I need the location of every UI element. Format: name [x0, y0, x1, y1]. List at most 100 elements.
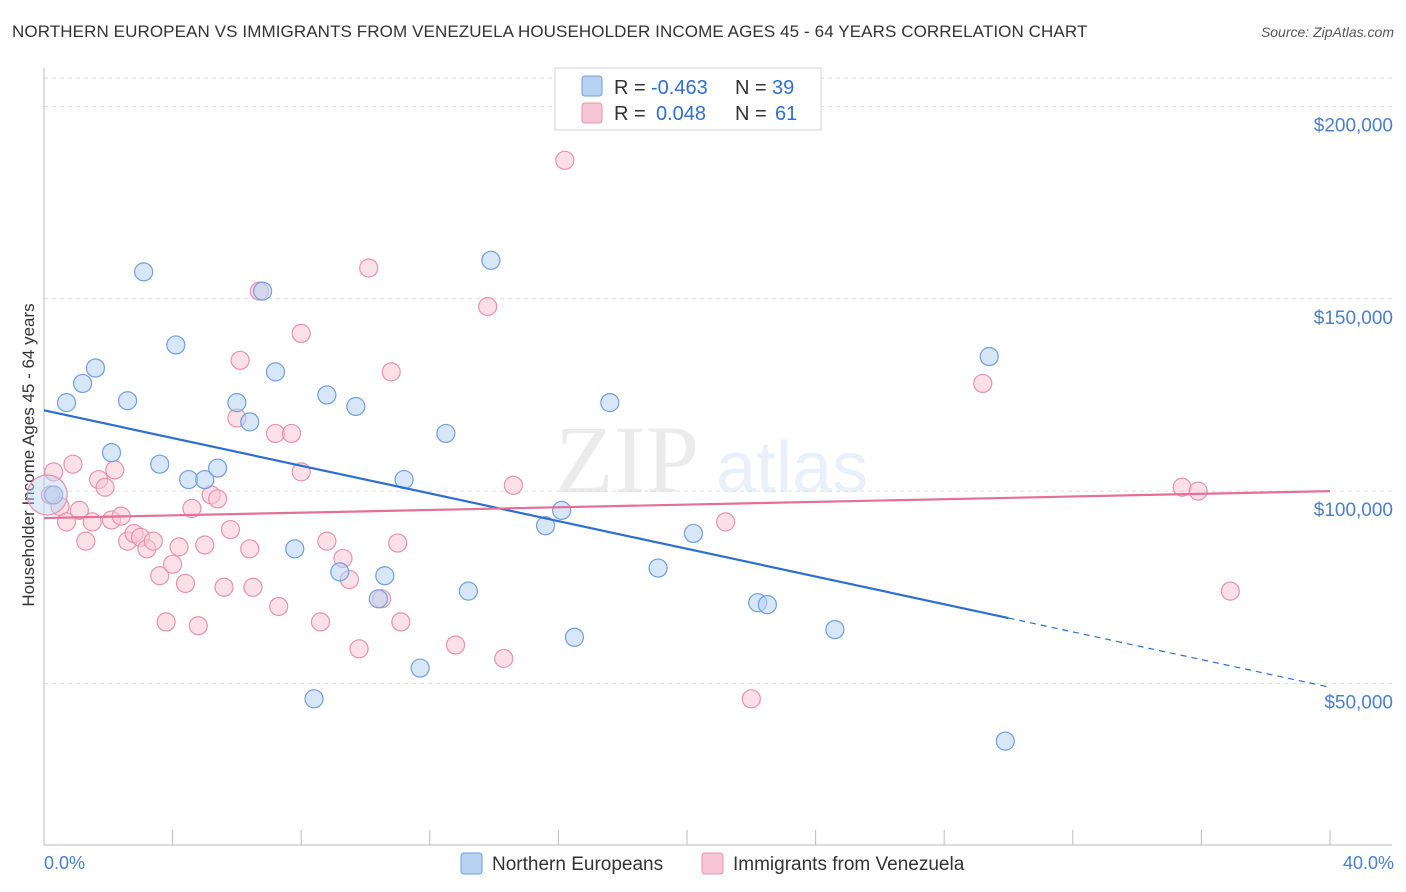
data-point	[494, 648, 514, 669]
data-point	[143, 531, 163, 551]
data-point	[240, 539, 260, 559]
data-point	[995, 731, 1015, 751]
data-point	[359, 258, 379, 278]
data-point	[169, 537, 189, 557]
trend-line-northern-europeans	[43, 409, 1009, 620]
data-point	[973, 373, 993, 394]
data-point	[478, 296, 498, 317]
data-point	[220, 519, 241, 540]
data-point	[105, 460, 125, 480]
data-point	[683, 523, 704, 544]
correlation-legend: R = -0.463 N = 39 R = 0.048 N = 61	[554, 67, 822, 131]
data-point	[150, 566, 170, 586]
watermark: ZIP atlas	[555, 406, 868, 513]
chart-title: NORTHERN EUROPEAN VS IMMIGRANTS FROM VEN…	[12, 22, 1088, 41]
data-point	[381, 362, 401, 382]
data-point	[346, 396, 366, 417]
data-point	[208, 489, 228, 509]
x-axis-ticks	[43, 830, 1331, 845]
data-point	[240, 412, 260, 432]
data-point	[69, 500, 89, 520]
data-point	[56, 393, 77, 413]
data-point	[375, 566, 395, 586]
data-point	[117, 391, 138, 411]
data-point	[175, 573, 196, 594]
series-northern-europeans	[26, 250, 1015, 751]
bottom-legend-label-pink: Immigrants from Venezuela	[733, 854, 965, 875]
data-point	[44, 462, 64, 482]
data-point	[166, 335, 186, 355]
data-point	[1220, 581, 1240, 601]
data-point	[552, 500, 572, 520]
data-point	[44, 485, 64, 505]
data-point	[214, 577, 234, 597]
y-tick-label: $150,000	[1314, 308, 1393, 329]
data-point	[310, 612, 331, 632]
data-point	[156, 612, 176, 632]
legend-swatch-pink	[581, 102, 603, 124]
data-point	[757, 594, 777, 615]
y-tick-label: $100,000	[1314, 500, 1393, 521]
data-point	[150, 454, 170, 474]
x-tick-label-max: 40.0%	[1343, 853, 1394, 873]
data-point	[163, 554, 183, 574]
data-point	[95, 477, 115, 497]
data-point	[82, 512, 102, 532]
data-point	[481, 250, 501, 270]
watermark-zip: ZIP	[555, 406, 699, 513]
legend-r-label-pink: R =	[614, 103, 646, 125]
data-point	[825, 619, 845, 640]
trend-line-immigrants-from-venezuela	[43, 490, 1331, 520]
data-point	[269, 596, 289, 617]
data-point	[285, 539, 305, 559]
bottom-legend-swatch-blue	[460, 852, 483, 875]
data-point	[179, 469, 199, 490]
data-point	[349, 639, 369, 659]
data-point	[134, 262, 154, 282]
data-point	[535, 516, 556, 536]
data-point	[503, 475, 523, 495]
y-tick-labels: $50,000 $100,000 $150,000 $200,000	[1314, 115, 1393, 713]
trend-line-northern-europeans-extension	[1008, 617, 1331, 688]
data-point	[555, 150, 575, 170]
data-point	[715, 512, 736, 532]
legend-r-value-blue: -0.463	[651, 77, 708, 99]
series-legend: Northern Europeans Immigrants from Venez…	[460, 852, 965, 875]
data-point	[330, 562, 350, 582]
data-point	[63, 454, 83, 474]
data-point	[317, 531, 337, 551]
data-point	[648, 558, 668, 578]
watermark-atlas: atlas	[716, 428, 868, 508]
data-point	[388, 533, 408, 553]
data-point	[1188, 481, 1208, 501]
x-tick-label-min: 0.0%	[44, 853, 85, 873]
y-tick-label: $200,000	[1314, 115, 1393, 136]
data-point	[265, 423, 286, 444]
data-point	[253, 281, 273, 301]
source-label: Source: ZipAtlas.com	[1260, 24, 1394, 40]
data-point	[101, 443, 122, 463]
data-point-cluster	[26, 474, 68, 516]
data-point	[281, 423, 302, 444]
data-point	[85, 358, 106, 378]
data-point	[458, 581, 478, 601]
data-point	[230, 350, 250, 370]
data-point	[436, 423, 456, 444]
data-point	[741, 689, 761, 709]
data-point	[979, 346, 999, 367]
data-point	[445, 635, 466, 655]
legend-r-value-pink: 0.048	[656, 103, 706, 125]
y-tick-label: $50,000	[1324, 692, 1393, 713]
data-point	[391, 612, 411, 632]
data-point	[76, 531, 96, 551]
legend-n-value-blue: 39	[772, 77, 794, 99]
data-point	[265, 362, 286, 382]
data-point	[72, 373, 93, 394]
data-point	[227, 393, 247, 413]
legend-n-label-pink: N =	[735, 103, 767, 125]
data-point	[291, 323, 311, 344]
data-point	[195, 469, 215, 490]
legend-n-value-pink: 61	[775, 103, 797, 125]
data-point	[243, 577, 263, 597]
trend-lines	[43, 409, 1331, 688]
